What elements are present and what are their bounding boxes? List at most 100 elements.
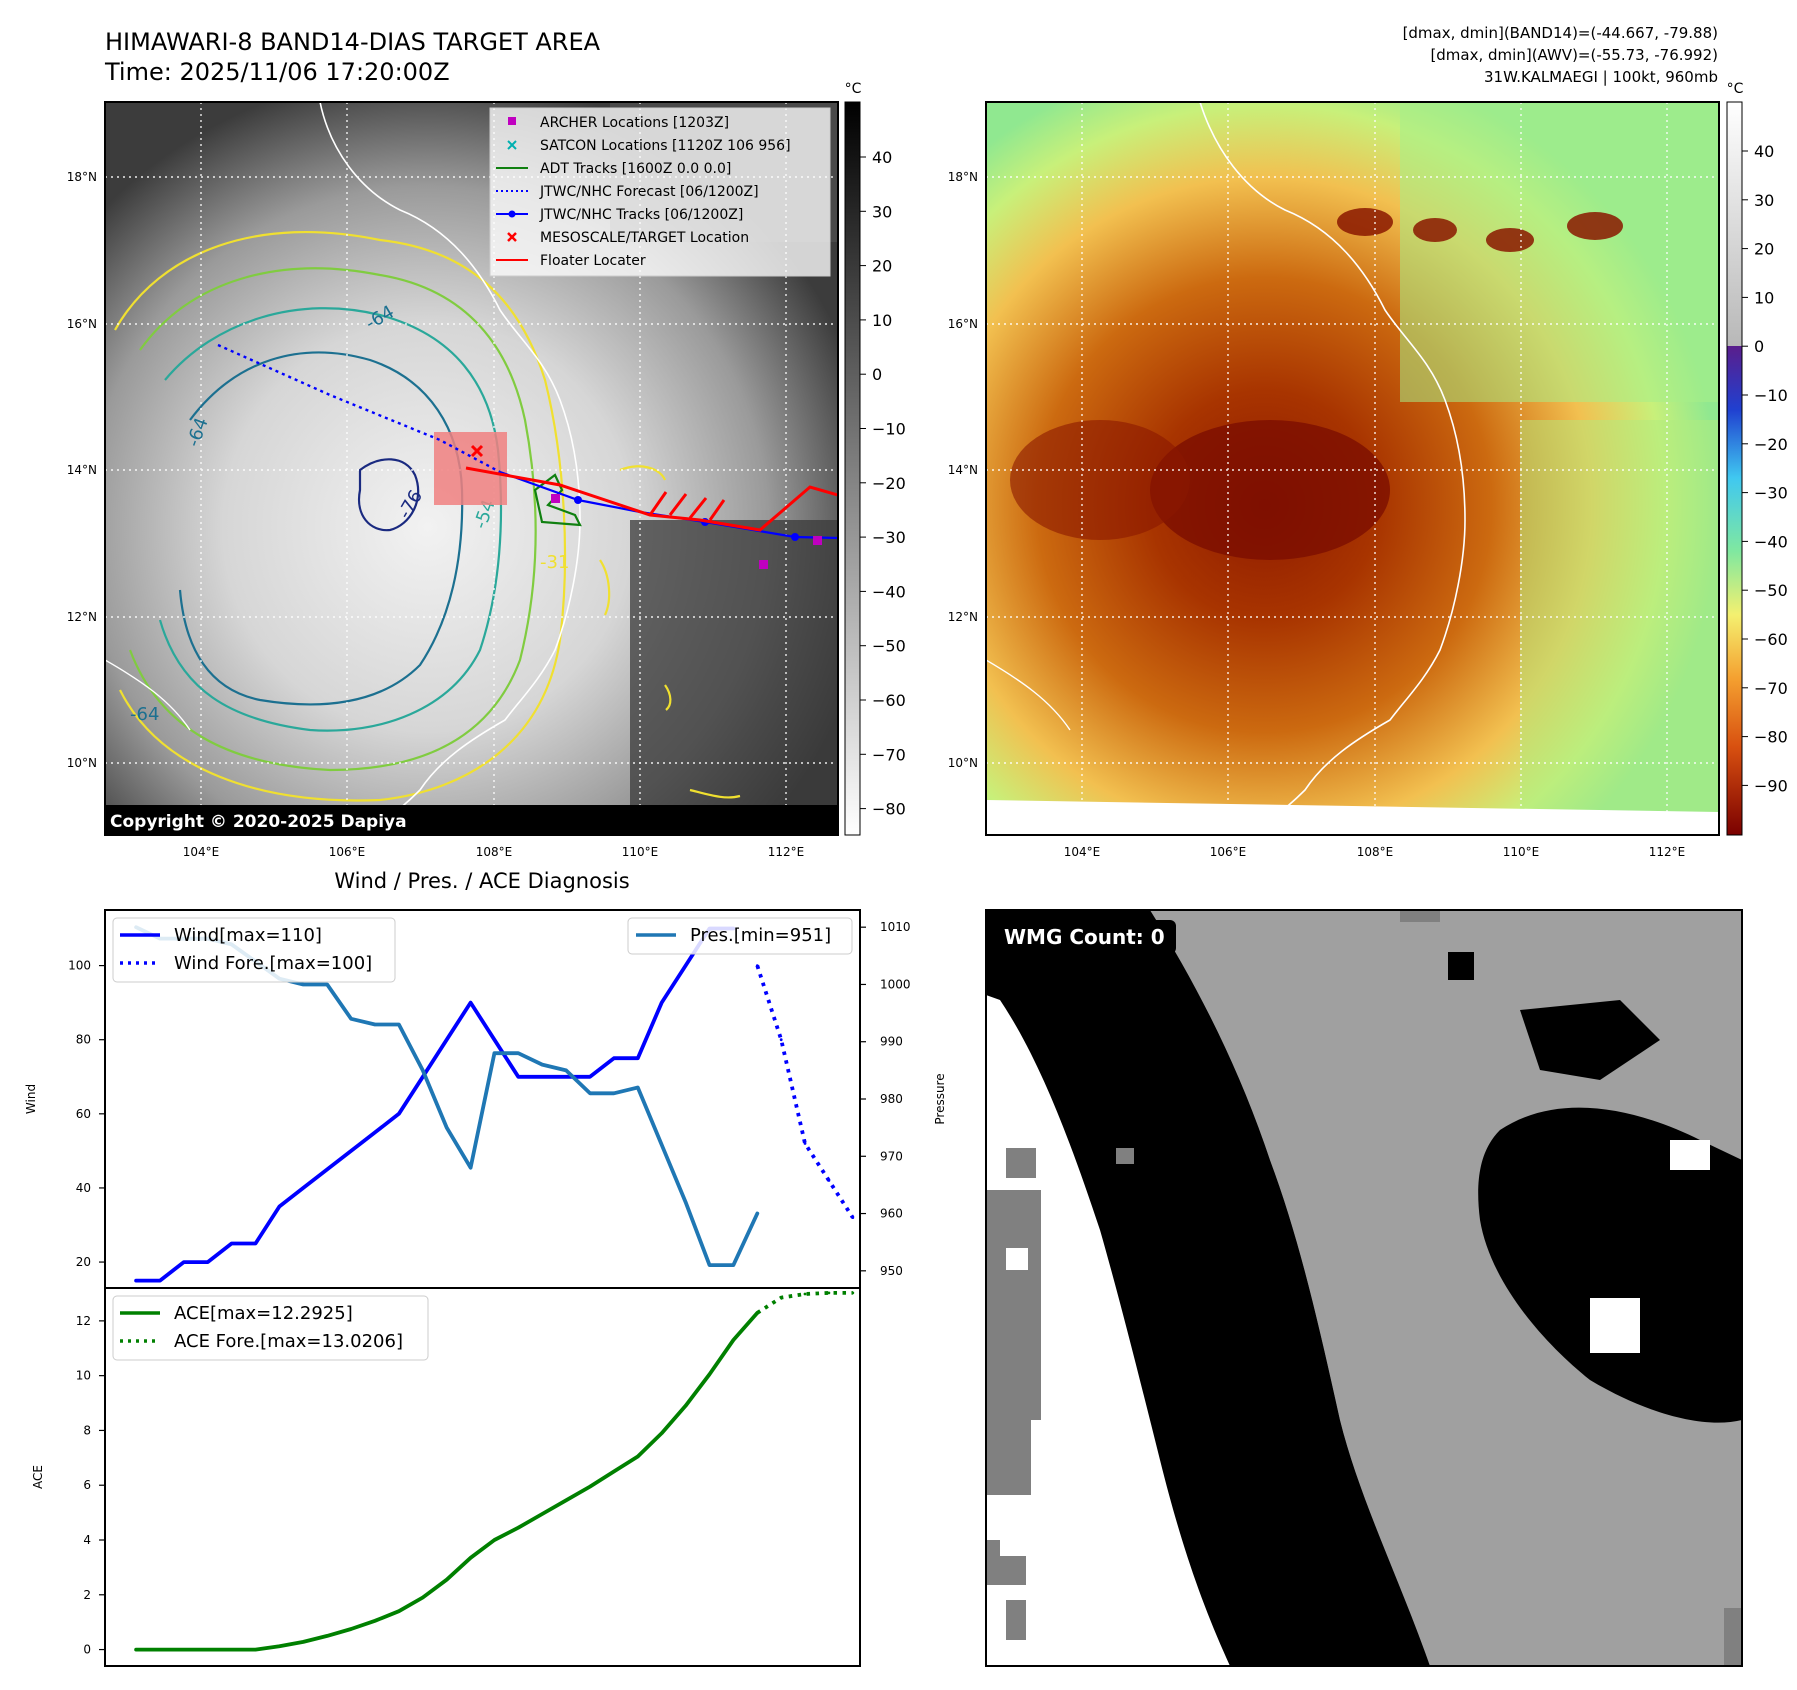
ace-max-12-2925-point [612, 1470, 616, 1473]
ace-fore-max-13-0206-point [755, 1311, 759, 1315]
lon-label: 110°E [1503, 845, 1540, 859]
legend-item: JTWC/NHC Tracks [06/1200Z] [539, 207, 743, 223]
ace-max-12-2925-point [540, 1512, 544, 1516]
pres-min-951-point [708, 1263, 711, 1267]
pres-min-951-point [516, 1051, 520, 1055]
wind-max-110-point [684, 964, 687, 967]
wind-fore-max-100-line [755, 965, 855, 1219]
legend-item: SATCON Locations [1120Z 106 956] [540, 138, 791, 154]
colorbar-tick-label: −30 [1754, 484, 1788, 503]
ace-max-12-2925-point [421, 1596, 425, 1599]
figure-title: HIMAWARI-8 BAND14-DIAS TARGET AREA [105, 28, 601, 56]
wind-max-110-line [134, 926, 736, 1283]
wind-max-110-point [493, 1038, 496, 1042]
colorbar-tick-label: 40 [1754, 142, 1774, 161]
ace-max-12-2925-point [660, 1431, 664, 1435]
legend-wind-fore: Wind Fore.[max=100] [174, 953, 372, 974]
ir-map-right [986, 102, 1719, 835]
wind-max-110-point [349, 1149, 353, 1153]
wind-max-110-point [158, 1279, 162, 1282]
y-tick-label: 10 [76, 1369, 91, 1383]
right-lon-labels: 104°E 106°E 108°E 110°E 112°E [1064, 845, 1686, 859]
wind-max-110-point [134, 1279, 138, 1282]
stats-awv: [dmax, dmin](AWV)=(-55.73, -76.992) [1430, 46, 1718, 64]
colorbar-tick-label: 20 [872, 257, 892, 276]
wind-max-110-point [636, 1056, 640, 1060]
legend-satcon-icon [507, 140, 517, 150]
colorbar-tick-label: −20 [1754, 435, 1788, 454]
map-legend: ARCHER Locations [1203Z] SATCON Location… [489, 107, 831, 277]
ace-max-12-2925-point [397, 1609, 401, 1613]
legend-item: ARCHER Locations [1203Z] [540, 115, 729, 131]
lon-label: 104°E [1064, 845, 1101, 859]
pres-min-951-point [636, 1086, 640, 1089]
wind-fore-max-100-point [803, 1142, 807, 1145]
right-lat-labels: 18°N 16°N 14°N 12°N 10°N [948, 170, 978, 770]
diagnosis-title: Wind / Pres. / ACE Diagnosis [334, 869, 629, 893]
colorbar-tick-label: −70 [1754, 679, 1788, 698]
wind-max-110-point [325, 1168, 329, 1171]
right-colorbar: °C 40 30 20 10 0 −10 −20 −30 −40 −50 −60 −70 −80 −90 [1726, 81, 1788, 836]
pressure-legend: Pres.[min=951] [627, 917, 853, 955]
wind-max-110-point [564, 1075, 568, 1079]
legend-ace-fore: ACE Fore.[max=13.0206] [174, 1331, 403, 1352]
y-tick-label: 6 [83, 1478, 91, 1492]
y2-tick-label: 950 [880, 1264, 903, 1278]
y-tick-label: 80 [76, 1033, 91, 1047]
legend-item: ADT Tracks [1600Z 0.0 0.0] [540, 161, 731, 177]
wind-legend: Wind[max=110] Wind Fore.[max=100] [112, 917, 396, 983]
left-colorbar: °C 40 30 20 10 0 −10 −20 −30 −40 −50 −60 −70 −80 [844, 81, 906, 836]
archer-marker [813, 536, 822, 545]
ace-max-12-2925-point [588, 1485, 592, 1488]
colorbar-tick-label: −40 [1754, 532, 1788, 551]
pres-min-951-point [588, 1091, 592, 1095]
y-tick-label: 4 [83, 1533, 91, 1547]
colorbar-tick-label: 0 [1754, 337, 1764, 356]
ace-fore-max-13-0206-point [827, 1291, 831, 1295]
wmg-count-label: WMG Count: 0 [1004, 925, 1165, 949]
lat-label: 10°N [67, 756, 97, 770]
pres-min-951-point [660, 1143, 664, 1147]
stats-storm: 31W.KALMAEGI | 100kt, 960mb [1484, 68, 1718, 86]
pres-min-951-point [421, 1069, 425, 1072]
left-lon-labels: 104°E 106°E 108°E 110°E 112°E [183, 845, 805, 859]
colorbar-tick-label: −50 [1754, 581, 1788, 600]
y-tick-label: 0 [83, 1643, 91, 1657]
ace-max-12-2925-point [134, 1648, 138, 1651]
ace-max-12-2925-point [636, 1455, 640, 1458]
wind-max-110-point [445, 1038, 449, 1042]
ace-legend: ACE[max=12.2925] ACE Fore.[max=13.0206] [112, 1295, 429, 1361]
wind-fore-max-100-point [755, 964, 759, 967]
ace-max-12-2925-point [182, 1648, 186, 1651]
ace-axis-label: ACE [31, 1465, 45, 1489]
wind-fore-max-100-point [851, 1216, 855, 1219]
archer-marker [759, 560, 768, 569]
legend-item: Floater Locater [540, 253, 646, 269]
y-tick-label: 100 [68, 959, 91, 973]
ace-max-12-2925-point [708, 1372, 711, 1376]
colorbar-tick-label: 20 [1754, 240, 1774, 259]
lon-label: 104°E [183, 845, 220, 859]
y2-tick-label: 1000 [880, 977, 911, 991]
wind-max-110-point [254, 1242, 257, 1245]
colorbar-tick-label: 40 [872, 148, 892, 167]
y2-tick-label: 1010 [880, 920, 911, 934]
figure-time: Time: 2025/11/06 17:20:00Z [104, 58, 450, 86]
y2-tick-label: 980 [880, 1092, 903, 1106]
ace-max-12-2925-point [493, 1538, 496, 1542]
colorbar-tick-label: −70 [872, 745, 906, 764]
y2-tick-label: 960 [880, 1207, 903, 1221]
colorbar-tick-label: −60 [872, 691, 906, 710]
ace-max-12-2925-point [564, 1498, 568, 1502]
lat-label: 18°N [948, 170, 978, 184]
floater-locater [465, 466, 838, 532]
lat-label: 12°N [67, 610, 97, 624]
wind-max-110-point [373, 1131, 377, 1134]
y2-tick-label: 990 [880, 1035, 903, 1049]
pres-min-951-point [469, 1166, 472, 1170]
ace-max-12-2925-point [469, 1556, 472, 1560]
lat-label: 16°N [948, 317, 978, 331]
wind-max-110-point [540, 1075, 544, 1079]
y2-tick-label: 970 [880, 1149, 903, 1163]
contour-label: -31 [540, 552, 569, 573]
